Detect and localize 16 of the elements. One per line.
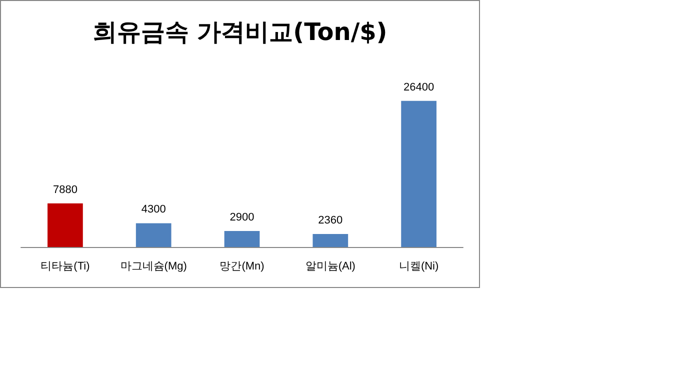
x-tick-label: 알미늄(Al) (305, 260, 356, 272)
bar (48, 203, 83, 247)
data-label: 2360 (318, 214, 343, 226)
data-label: 4300 (141, 204, 166, 216)
chart-title: 희유금속 가격비교(Ton/$) (92, 18, 388, 46)
bar (312, 234, 348, 247)
bar (136, 223, 172, 247)
x-tick-label: 망간(Mn) (220, 260, 264, 272)
data-label: 7880 (52, 184, 78, 196)
data-label: 2900 (230, 211, 254, 224)
x-tick-label: 티타늄(Ti) (40, 260, 90, 272)
bar (224, 230, 260, 247)
x-tick-label: 니켈(Ni) (398, 260, 439, 272)
bar (401, 100, 436, 247)
x-tick-label: 마그네슘(Mg) (120, 260, 187, 272)
data-label: 26400 (404, 81, 434, 94)
